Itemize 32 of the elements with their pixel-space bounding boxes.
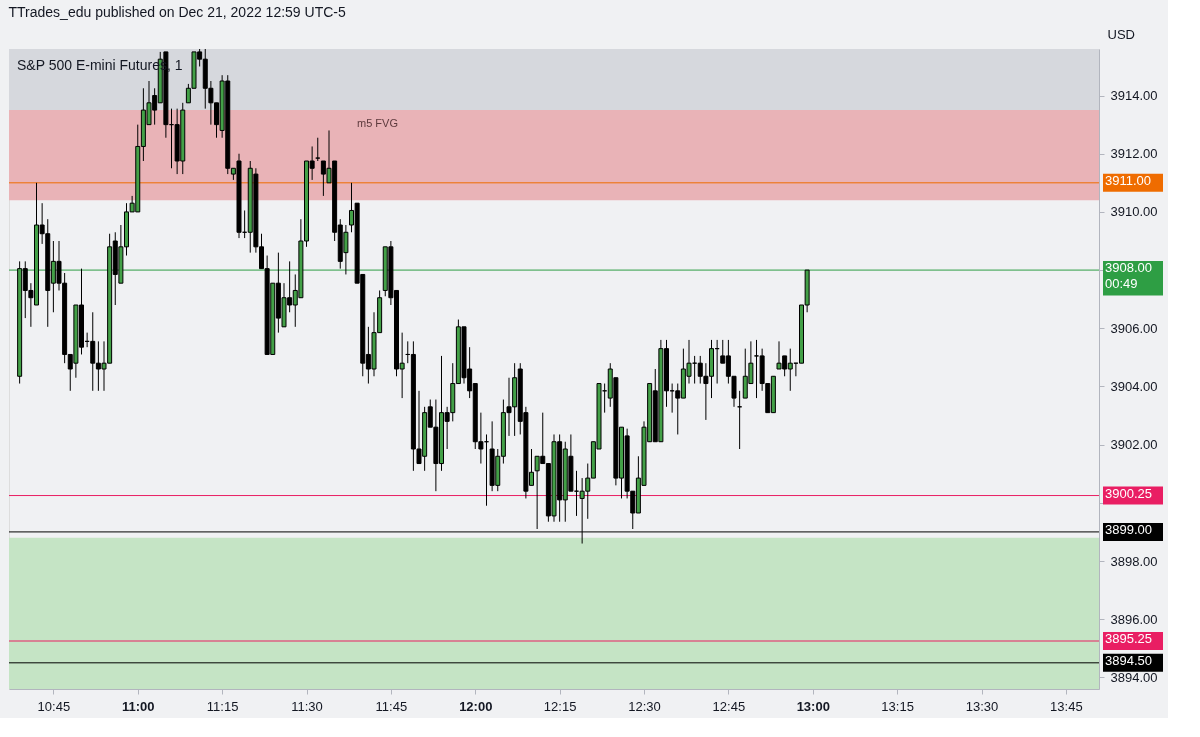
ref-line-label: 3895.25: [1105, 631, 1152, 646]
ref-line-label: 3899.00: [1105, 521, 1152, 537]
y-tick-label: 3914.00: [1110, 88, 1158, 104]
y-tick-label: 3894.00: [1110, 669, 1158, 685]
chart-subtitle: TTrades_edu published on Dec 21, 2022 12:59 UTC-5: [8, 4, 346, 20]
x-tick-label: 12:15: [543, 698, 577, 714]
ref-line-label: 3900.25: [1105, 485, 1152, 501]
x-tick-label: 13:15: [881, 698, 914, 714]
candlestick: [315, 137, 321, 162]
x-tick-label: 11:00: [121, 698, 155, 714]
y-tick-label: 3912.00: [1110, 146, 1158, 162]
ref-line-label: 3894.50: [1105, 652, 1152, 668]
x-tick-label: 12:45: [712, 698, 746, 714]
x-tick-label: 11:45: [375, 698, 408, 714]
y-tick-label: 3904.00: [1110, 378, 1158, 394]
x-tick-label: 11:30: [291, 698, 323, 714]
x-tick-label: 13:30: [965, 698, 999, 714]
x-tick-label: 13:00: [796, 698, 830, 714]
y-tick-label: 3910.00: [1110, 204, 1158, 220]
y-axis-title: USD: [1107, 26, 1135, 42]
x-tick-label: 12:30: [628, 698, 661, 714]
ref-line-label: 3911.00: [1105, 172, 1152, 188]
y-tick-label: 3898.00: [1110, 553, 1158, 569]
y-tick-label: 3896.00: [1110, 611, 1158, 627]
x-tick-label: 12:00: [459, 698, 493, 714]
x-tick-label: 10:45: [37, 698, 71, 714]
x-tick-label: 13:45: [1050, 698, 1083, 714]
x-tick-label: 11:15: [206, 698, 239, 714]
band-label: m5 FVG: [357, 117, 398, 130]
ref-line-label: 3908.00 00:49: [1105, 260, 1152, 292]
y-tick-label: 3906.00: [1110, 320, 1158, 336]
y-tick-label: 3902.00: [1110, 437, 1158, 453]
